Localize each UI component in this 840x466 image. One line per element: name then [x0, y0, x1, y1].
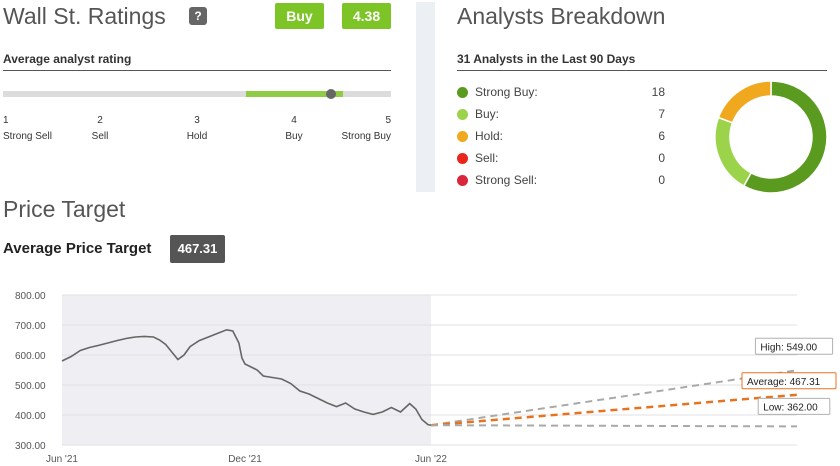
legend-row: Sell: 0: [457, 147, 665, 169]
legend-value: 0: [658, 173, 665, 187]
legend-label: Sell:: [475, 151, 499, 165]
legend-label: Buy:: [475, 107, 500, 121]
breakdown-legend: Strong Buy: 18 Buy: 7 Hold: 6 Sell: 0 Strong Sel…: [457, 81, 665, 191]
average-rating-subtitle: Average analyst rating: [3, 52, 132, 66]
legend-value: 18: [651, 85, 665, 99]
forecast-callouts: High: 549.00 Average: 467.31 Low: 362.00: [741, 337, 837, 415]
forecast-average-line: [430, 393, 798, 427]
y-tick-label: 800.00: [15, 291, 46, 302]
legend-label: Hold:: [475, 129, 504, 143]
price-target-chart: 800.00 700.00 600.00 500.00 400.00 300.00 Jun…: [15, 291, 837, 465]
scale-label: Sell: [91, 131, 109, 142]
chart-gridlines: [62, 294, 797, 446]
average-callout: [741, 372, 837, 390]
low-callout: [757, 397, 831, 415]
price-target-title: Price Target: [3, 196, 126, 222]
scale-number: 3: [194, 115, 200, 126]
legend-value: 7: [658, 107, 665, 121]
forecast-lines: [430, 369, 798, 428]
legend-row: Strong Buy: 18: [457, 81, 665, 103]
y-tick-label: 500.00: [15, 381, 46, 392]
scale-label: Strong Buy: [341, 131, 391, 142]
average-callout-text: Average: 467.31: [747, 377, 821, 388]
average-price-target-label: Average Price Target: [3, 240, 152, 257]
scale-number: 4: [291, 115, 297, 126]
low-callout-text: Low: 362.00: [763, 402, 818, 413]
legend-dot-icon: [457, 130, 468, 142]
legend-row: Hold: 6: [457, 125, 665, 147]
scale-label: Buy: [285, 131, 303, 142]
consensus-badge[interactable]: Buy: [275, 3, 324, 29]
scale-label: Hold: [186, 131, 208, 142]
breakdown-divider: [457, 70, 827, 71]
x-tick-label: Jun '22: [415, 454, 447, 465]
history-shaded-region: [62, 295, 432, 445]
x-tick-label: Dec '21: [228, 454, 262, 465]
legend-dot-icon: [457, 174, 468, 186]
column-divider: [416, 2, 435, 192]
rating-scale-bar: [3, 89, 391, 99]
y-axis-ticks: 800.00 700.00 600.00 500.00 400.00 300.00: [15, 291, 46, 452]
breakdown-title: Analysts Breakdown: [457, 3, 666, 29]
legend-dot-icon: [457, 152, 468, 164]
rating-marker: [325, 89, 336, 99]
donut-slice: [714, 116, 753, 187]
y-tick-label: 300.00: [15, 441, 46, 452]
forecast-high-line: [430, 369, 798, 427]
legend-value: 6: [658, 129, 665, 143]
ratings-divider: [3, 70, 391, 71]
legend-dot-icon: [457, 108, 468, 120]
rating-range-fill: [245, 91, 343, 97]
high-callout: [754, 337, 834, 355]
y-tick-label: 700.00: [15, 321, 46, 332]
donut-slice: [717, 80, 772, 124]
scale-label: Strong Sell: [3, 131, 52, 142]
scale-number: 2: [97, 115, 103, 126]
average-price-target-value: 467.31: [170, 235, 225, 263]
legend-label: Strong Buy:: [475, 85, 538, 99]
scale-number: 5: [385, 115, 391, 126]
legend-row: Buy: 7: [457, 103, 665, 125]
high-callout-text: High: 549.00: [760, 342, 817, 353]
legend-label: Strong Sell:: [475, 173, 538, 187]
breakdown-subtitle: 31 Analysts in the Last 90 Days: [457, 52, 636, 66]
price-history-line: [61, 328, 432, 426]
breakdown-donut-chart: [714, 80, 828, 194]
y-tick-label: 600.00: [15, 351, 46, 362]
rating-track: [3, 91, 391, 97]
x-tick-label: Jun '21: [46, 454, 78, 465]
legend-row: Strong Sell: 0: [457, 169, 665, 191]
scale-number: 1: [3, 115, 9, 126]
legend-value: 0: [658, 151, 665, 165]
ratings-title: Wall St. Ratings: [3, 3, 166, 29]
x-axis-ticks: Jun '21 Dec '21 Jun '22: [46, 454, 447, 465]
y-tick-label: 400.00: [15, 411, 46, 422]
legend-dot-icon: [457, 86, 468, 98]
help-icon[interactable]: ?: [189, 7, 207, 25]
forecast-low-line: [431, 424, 798, 428]
score-badge: 4.38: [342, 3, 391, 29]
